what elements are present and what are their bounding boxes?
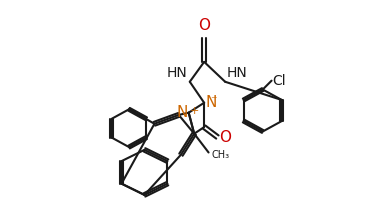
Text: Cl: Cl <box>273 74 286 88</box>
Text: N: N <box>205 95 217 110</box>
Text: O: O <box>198 18 210 33</box>
Text: O: O <box>220 130 232 145</box>
Text: CH₃: CH₃ <box>212 150 230 160</box>
Text: HN: HN <box>167 66 187 80</box>
Text: N: N <box>176 105 187 120</box>
Text: ⁻: ⁻ <box>210 94 216 107</box>
Text: HN: HN <box>226 66 247 80</box>
Text: +: + <box>190 105 199 116</box>
